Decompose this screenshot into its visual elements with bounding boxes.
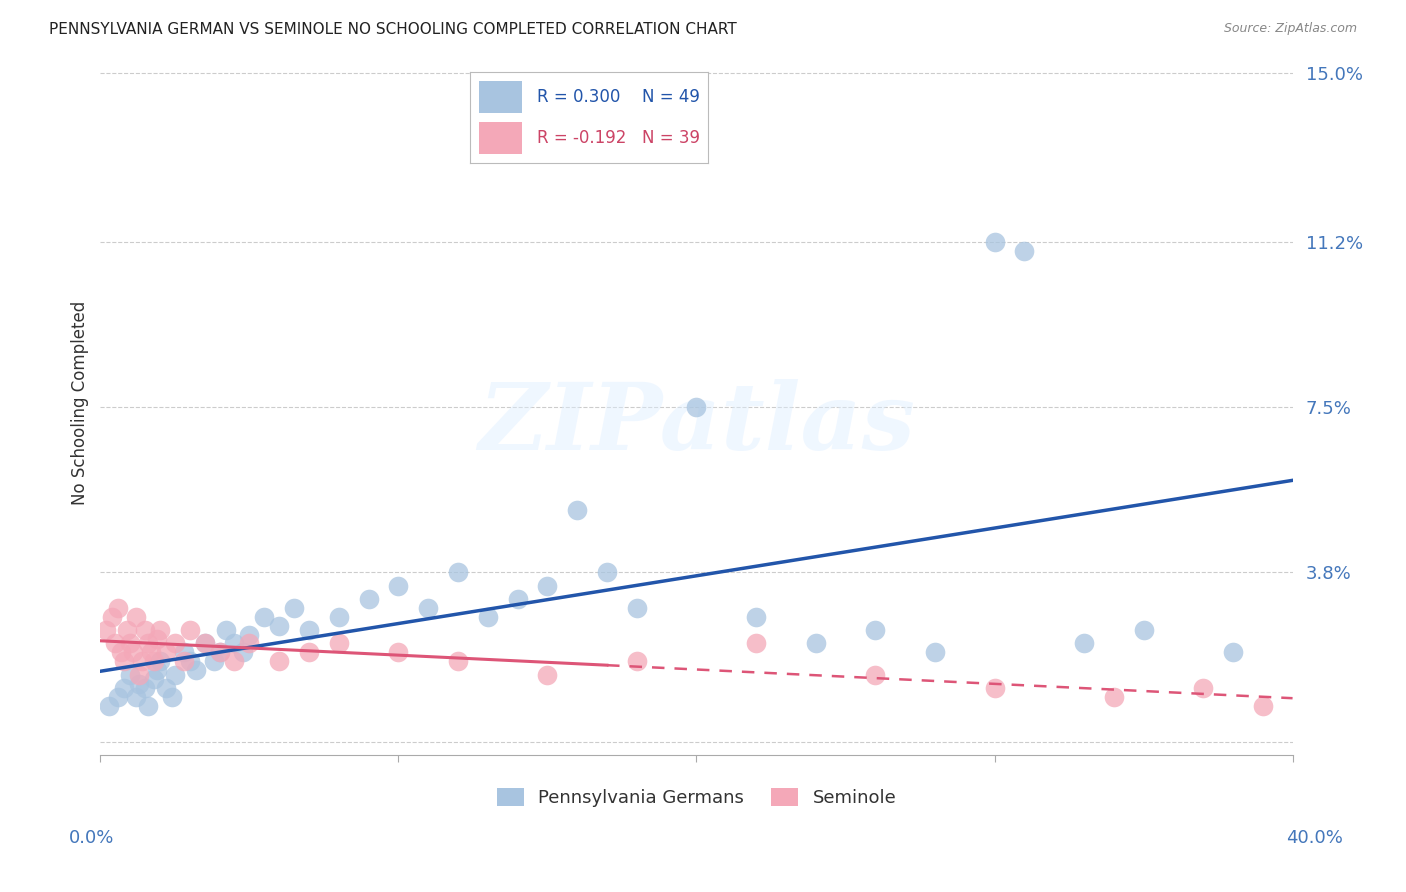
Point xyxy=(1222,645,1244,659)
Point xyxy=(98,698,121,713)
Point xyxy=(298,645,321,659)
Point xyxy=(155,645,177,659)
Point xyxy=(1073,636,1095,650)
Point xyxy=(194,636,217,650)
Point xyxy=(208,645,231,659)
Point xyxy=(202,654,225,668)
Text: PENNSYLVANIA GERMAN VS SEMINOLE NO SCHOOLING COMPLETED CORRELATION CHART: PENNSYLVANIA GERMAN VS SEMINOLE NO SCHOO… xyxy=(49,22,737,37)
Point xyxy=(146,663,169,677)
Point xyxy=(357,591,380,606)
Point xyxy=(626,600,648,615)
Point xyxy=(238,636,260,650)
Point xyxy=(983,681,1005,695)
Point xyxy=(924,645,946,659)
Point xyxy=(536,667,558,681)
Point xyxy=(283,600,305,615)
Point xyxy=(128,667,150,681)
Point xyxy=(865,667,887,681)
Point xyxy=(536,578,558,592)
Point xyxy=(418,600,440,615)
Legend: Pennsylvania Germans, Seminole: Pennsylvania Germans, Seminole xyxy=(488,779,905,816)
Point xyxy=(865,623,887,637)
Point xyxy=(804,636,827,650)
Y-axis label: No Schooling Completed: No Schooling Completed xyxy=(72,301,89,505)
Point xyxy=(685,401,707,415)
Point xyxy=(269,654,291,668)
Point xyxy=(160,690,183,704)
Text: Source: ZipAtlas.com: Source: ZipAtlas.com xyxy=(1223,22,1357,36)
Point xyxy=(194,636,217,650)
Point xyxy=(387,645,409,659)
Point xyxy=(447,565,470,579)
Point xyxy=(125,690,148,704)
Point xyxy=(112,681,135,695)
Point xyxy=(149,623,172,637)
Point xyxy=(269,618,291,632)
Point xyxy=(104,636,127,650)
Point xyxy=(184,663,207,677)
Point xyxy=(1192,681,1215,695)
Point xyxy=(149,654,172,668)
Point xyxy=(506,591,529,606)
Point xyxy=(173,645,195,659)
Point xyxy=(1251,698,1274,713)
Point xyxy=(134,681,156,695)
Point xyxy=(136,698,159,713)
Point xyxy=(125,609,148,624)
Point xyxy=(253,609,276,624)
Point xyxy=(745,636,768,650)
Point xyxy=(298,623,321,637)
Point xyxy=(136,636,159,650)
Point xyxy=(224,636,246,650)
Point xyxy=(328,609,350,624)
Point xyxy=(112,654,135,668)
Point xyxy=(179,654,201,668)
Point xyxy=(596,565,619,579)
Point xyxy=(238,627,260,641)
Point xyxy=(477,609,499,624)
Text: 40.0%: 40.0% xyxy=(1286,830,1343,847)
Point xyxy=(179,623,201,637)
Point xyxy=(745,609,768,624)
Point xyxy=(143,654,166,668)
Point xyxy=(101,609,124,624)
Point xyxy=(146,632,169,646)
Point xyxy=(224,654,246,668)
Point xyxy=(110,645,132,659)
Point xyxy=(626,654,648,668)
Point xyxy=(131,654,153,668)
Point xyxy=(1102,690,1125,704)
Point xyxy=(163,636,186,650)
Text: 0.0%: 0.0% xyxy=(69,830,114,847)
Point xyxy=(134,623,156,637)
Point xyxy=(143,672,166,686)
Point xyxy=(155,681,177,695)
Point xyxy=(208,645,231,659)
Point xyxy=(128,676,150,690)
Point xyxy=(232,645,254,659)
Point xyxy=(120,636,142,650)
Point xyxy=(139,645,162,659)
Point xyxy=(1132,623,1154,637)
Point xyxy=(96,623,118,637)
Point xyxy=(173,654,195,668)
Text: ZIPatlas: ZIPatlas xyxy=(478,379,915,469)
Point xyxy=(122,645,145,659)
Point xyxy=(107,690,129,704)
Point xyxy=(983,235,1005,250)
Point xyxy=(163,667,186,681)
Point xyxy=(328,636,350,650)
Point xyxy=(120,667,142,681)
Point xyxy=(1014,244,1036,259)
Point xyxy=(387,578,409,592)
Point xyxy=(107,600,129,615)
Point xyxy=(115,623,138,637)
Point xyxy=(567,502,589,516)
Point xyxy=(214,623,236,637)
Point xyxy=(447,654,470,668)
